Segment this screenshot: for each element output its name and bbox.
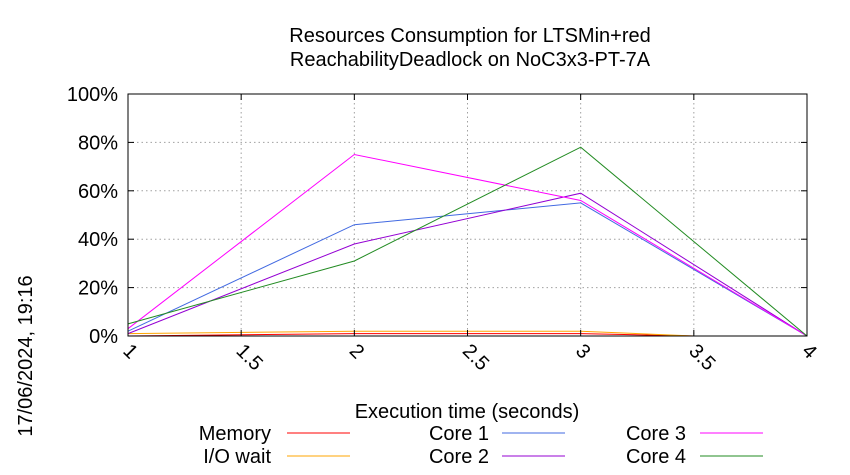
y-tick-label: 80% [78,132,118,154]
grid-lines [128,94,807,336]
series-line-core-1 [127,202,808,337]
x-tick-label: 3.5 [684,340,719,375]
series-line-core-4 [127,146,808,337]
x-tick-label: 3 [571,340,594,363]
y-tick-label: 40% [78,229,118,251]
y-tick-label: 100% [67,84,118,106]
legend-label-memory: Memory [199,423,271,445]
chart-title: Resources Consumption for LTSMin+red Rea… [289,25,650,71]
x-tick-label: 2.5 [458,340,493,375]
legend-label-core-2: Core 2 [429,446,489,468]
y-tick-label: 60% [78,181,118,203]
legend-label-core-1: Core 1 [429,423,489,445]
x-tick-label: 4 [797,340,820,363]
legend-label-i-o-wait: I/O wait [203,446,271,468]
y-tick-label: 0% [89,326,118,348]
legend-label-core-4: Core 4 [626,446,686,468]
chart-title-line-1: Resources Consumption for LTSMin+red [289,25,650,47]
x-tick-label: 2 [345,340,368,363]
series-line-core-3 [127,153,808,337]
legend-label-core-3: Core 3 [626,423,686,445]
x-tick-label: 1.5 [232,340,267,375]
timestamp-label: 17/06/2024, 19:16 [15,275,37,436]
y-tick-label: 20% [78,278,118,300]
series-line-core-2 [127,192,808,337]
chart-title-line-2: ReachabilityDeadlock on NoC3x3-PT-7A [290,49,651,71]
x-tick-label: 1 [118,340,141,363]
x-axis-label: Execution time (seconds) [355,401,580,423]
